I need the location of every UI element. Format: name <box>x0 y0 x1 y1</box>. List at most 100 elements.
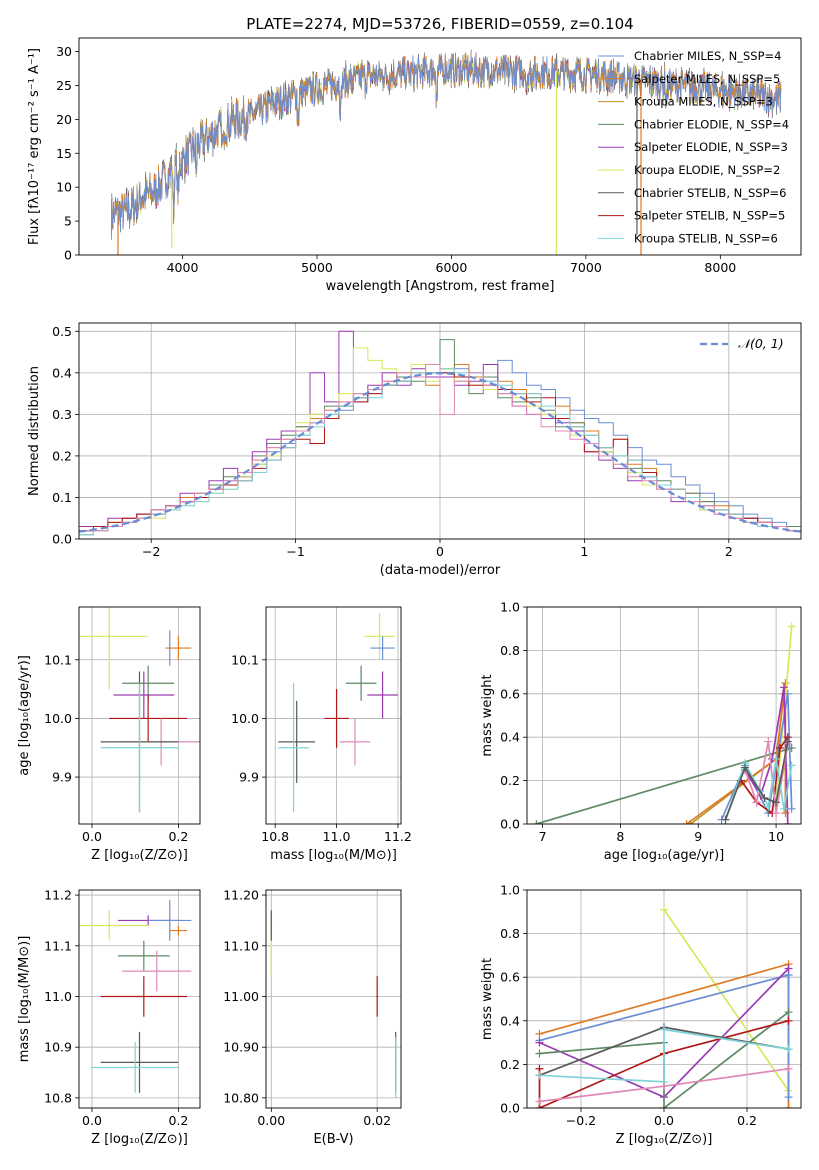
weight-vs-age-ytick-label: 0.4 <box>500 730 520 745</box>
weight-vs-age-panel: 7 8 9 10 0.0 0.2 0.4 0.6 0.8 1.0 age [log₁₀(age/yr… <box>480 600 802 863</box>
age-vs-z-xtick-label: 0.0 <box>82 829 102 844</box>
age-vs-mass-xtick-label: 10.8 <box>261 829 289 844</box>
weight-vs-z-plot-area <box>535 905 793 1108</box>
weight-vs-age-marker <box>781 678 790 687</box>
residuals-xtick-label: 0 <box>436 544 444 559</box>
weight-vs-age-marker <box>775 744 784 753</box>
residuals-ytick-label: 0.4 <box>52 365 72 380</box>
weight-vs-age-xtick-label: 7 <box>539 829 547 844</box>
age-vs-mass-point <box>381 647 384 649</box>
mass-vs-ebv-point <box>376 995 378 998</box>
age-vs-z-plot-area <box>79 607 200 813</box>
age-vs-mass-point <box>378 635 381 638</box>
weight-vs-age-ytick-label: 0.2 <box>500 773 520 788</box>
mass-vs-z-point <box>168 919 171 922</box>
mass-vs-ebv-xtick-label: 0.00 <box>257 1113 285 1128</box>
age-vs-z-panel: 0.0 0.2 9.9 10.0 10.1 Z [log₁₀(Z/Z⊙)] age [log… <box>17 606 201 863</box>
residuals-ylabel: Normed distribution <box>27 366 42 496</box>
spectrum-legend-label: Chabrier ELODIE, N_SSP=4 <box>634 117 789 131</box>
age-vs-mass-ytick-label: 9.9 <box>239 770 259 785</box>
mass-vs-z-ytick-label: 10.9 <box>44 1040 72 1055</box>
spectrum-legend-label: Kroupa MILES, N_SSP=3 <box>634 95 773 109</box>
weight-vs-age-ytick-label: 0.0 <box>500 817 520 832</box>
mass-vs-ebv-panel: 0.00 0.02 10.80 10.90 11.00 11.10 11.20 E(B-V) <box>223 888 402 1147</box>
spectrum-ytick-label: 20 <box>56 112 72 127</box>
residuals-panel: −2 −1 0 1 2 0.0 0.1 0.2 0.3 0.4 0.5 (data-model)/er… <box>27 322 802 578</box>
weight-vs-z-ytick-label: 0.8 <box>500 926 520 941</box>
gaussian-curve <box>79 372 801 533</box>
spectrum-ytick-label: 0 <box>64 248 72 263</box>
weight-vs-z-panel: −0.2 0.0 0.2 0.0 0.2 0.4 0.6 0.8 1.0 Z [log₁₀(Z/Z… <box>480 883 802 1147</box>
spectrum-ytick-label: 30 <box>56 44 72 59</box>
residuals-xtick-label: 1 <box>580 544 588 559</box>
weight-vs-age-marker <box>787 804 796 813</box>
weight-vs-age-ylabel: mass weight <box>480 674 495 756</box>
weight-vs-age-xlabel: age [log₁₀(age/yr)] <box>604 848 725 863</box>
age-vs-z-point <box>108 635 111 638</box>
mass-vs-z-point <box>138 1061 141 1064</box>
weight-vs-age-ytick-label: 0.6 <box>500 686 520 701</box>
residuals-ytick-label: 0.3 <box>52 407 72 422</box>
weight-vs-age-series-cE <box>536 747 792 824</box>
mass-vs-ebv-frame <box>265 889 402 1109</box>
age-vs-mass-panel: 10.8 11.0 11.2 9.9 10.0 10.1 mass [log₁₀(M/M⊙)… <box>231 606 412 863</box>
residuals-ytick-label: 0.1 <box>52 490 72 505</box>
age-vs-mass-point <box>295 741 298 743</box>
weight-vs-age-marker <box>764 802 773 811</box>
spectrum-title: PLATE=2274, MJD=53726, FIBERID=0559, z=0… <box>246 15 633 33</box>
weight-vs-z-ytick-label: 1.0 <box>500 883 520 898</box>
weight-vs-z-marker <box>784 1064 793 1073</box>
spectrum-panel: 4000 5000 6000 7000 8000 0 5 10 15 20 25 30 waveleng… <box>27 15 802 294</box>
weight-vs-age-marker <box>779 683 788 692</box>
age-vs-mass-plot-area <box>278 612 398 813</box>
weight-vs-age-xtick-label: 8 <box>616 829 624 844</box>
weight-vs-z-marker <box>535 1071 544 1080</box>
weight-vs-z-marker <box>784 964 793 973</box>
weight-vs-age-plot-area <box>532 622 796 824</box>
weight-vs-z-series-kS <box>539 1028 789 1083</box>
mass-vs-z-ytick-label: 11.1 <box>44 938 72 953</box>
weight-vs-age-frame <box>526 606 802 825</box>
age-vs-z-ytick-label: 10.1 <box>44 652 72 667</box>
weight-vs-age-marker <box>772 754 781 763</box>
mass-vs-z-ytick-label: 11.2 <box>44 888 72 903</box>
spectrum-ytick-label: 5 <box>64 214 72 229</box>
age-vs-mass-ytick-label: 10.1 <box>231 652 259 667</box>
mass-vs-ebv-point <box>270 944 273 947</box>
mass-vs-z-point <box>155 970 158 972</box>
age-vs-z-point <box>138 746 141 749</box>
age-vs-z-point <box>177 647 180 649</box>
age-vs-mass-xlabel: mass [log₁₀(M/M⊙)] <box>270 848 397 863</box>
weight-vs-age-marker <box>721 815 730 824</box>
spectrum-legend-label: Salpeter MILES, N_SSP=5 <box>634 72 780 86</box>
spectrum-xtick-label: 6000 <box>436 260 468 275</box>
spectrum-xlabel: wavelength [Angstrom, rest frame] <box>326 279 555 294</box>
weight-vs-z-series-sS <box>538 1019 789 1108</box>
weight-vs-age-marker <box>783 737 792 746</box>
mass-vs-z-point <box>177 929 180 932</box>
mass-vs-ebv-ytick-label: 11.10 <box>223 938 259 953</box>
weight-vs-z-marker <box>660 1104 668 1108</box>
spectrum-series-cM <box>110 52 782 231</box>
spectrum-ytick-label: 25 <box>56 78 72 93</box>
spectrum-legend-label: Kroupa ELODIE, N_SSP=2 <box>634 163 780 177</box>
weight-vs-z-xlabel: Z [log₁₀(Z/Z⊙)] <box>616 1132 713 1147</box>
residuals-xtick-label: −1 <box>286 544 304 559</box>
weight-vs-age-marker <box>779 804 788 813</box>
age-vs-mass-point <box>292 746 295 749</box>
age-vs-mass-point <box>335 717 338 720</box>
age-vs-z-point <box>168 647 171 649</box>
weight-vs-z-frame <box>526 889 802 1109</box>
mass-vs-z-plot-area <box>79 900 192 1093</box>
age-vs-z-point <box>147 682 149 685</box>
residuals-frame <box>78 322 802 540</box>
weight-vs-age-xtick-label: 10 <box>768 829 784 844</box>
spectrum-ytick-label: 10 <box>56 180 72 195</box>
mass-vs-z-point <box>134 1066 136 1069</box>
mass-vs-ebv-point <box>394 1066 397 1069</box>
weight-vs-z-marker <box>784 1016 793 1025</box>
residuals-xtick-label: −2 <box>142 544 160 559</box>
weight-vs-age-xtick-label: 9 <box>694 829 702 844</box>
weight-vs-z-marker <box>535 1097 544 1106</box>
